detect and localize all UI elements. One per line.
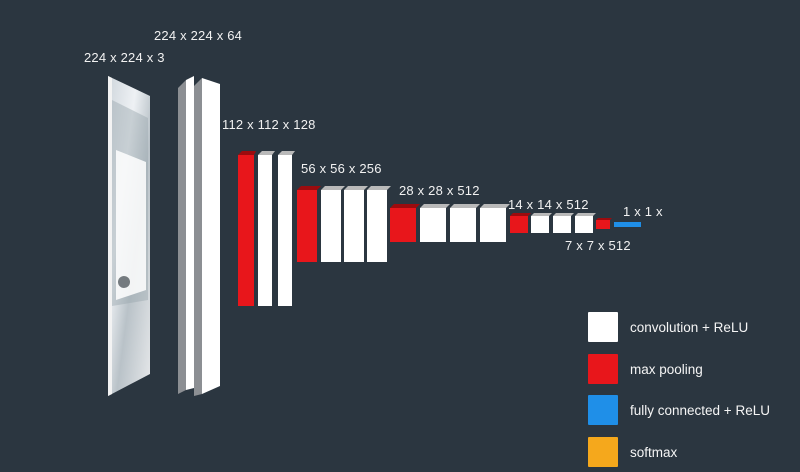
label-conv5-dims: 14 x 14 x 512 [508,197,589,212]
label-conv2-dims: 112 x 112 x 128 [222,117,316,132]
conv-block-3 [297,186,391,262]
pool3-layer [390,204,420,242]
legend-label: fully connected + ReLU [630,403,770,418]
max-pooling-swatch [588,354,618,384]
input-image [108,76,150,396]
conv-block-1 [178,76,220,396]
conv-block-4 [390,204,510,242]
conv2-2-layer [278,151,295,306]
label-pool5-dims: 7 x 7 x 512 [565,238,631,253]
conv-block-5 [510,213,612,233]
pool4-layer [510,213,531,233]
legend-item-convolution: convolution + ReLU [588,312,798,344]
conv1-1-layer [178,76,194,394]
legend-label: softmax [630,445,678,460]
pool2-layer [297,186,321,262]
conv3-2-layer [344,186,368,262]
convolution-swatch [588,312,618,342]
label-conv4-dims: 28 x 28 x 512 [399,183,480,198]
softmax-swatch [588,437,618,467]
label-fc-dims: 1 x 1 x [623,204,663,219]
pool5-layer [596,218,612,229]
conv4-2-layer [450,204,480,242]
fully-connected-swatch [588,395,618,425]
conv1-2-layer [194,78,220,396]
conv3-3-layer [367,186,391,262]
label-input-dims: 224 x 224 x 3 [84,50,165,65]
legend-label: convolution + ReLU [630,320,749,335]
conv5-3-layer [575,213,596,233]
legend-item-fully-connected: fully connected + ReLU [588,395,798,427]
legend-item-max-pooling: max pooling [588,354,798,386]
label-conv3-dims: 56 x 56 x 256 [301,161,382,176]
conv3-1-layer [321,186,345,262]
fully-connected-layer [614,222,641,227]
legend-item-softmax: softmax [588,437,798,469]
conv4-3-layer [480,204,510,242]
conv2-1-layer [258,151,275,306]
pool1-layer [238,151,256,306]
conv-block-2 [238,151,295,306]
conv5-2-layer [553,213,574,233]
label-conv1-dims: 224 x 224 x 64 [154,28,243,43]
conv5-1-layer [531,213,552,233]
legend-label: max pooling [630,362,703,377]
conv4-1-layer [420,204,450,242]
